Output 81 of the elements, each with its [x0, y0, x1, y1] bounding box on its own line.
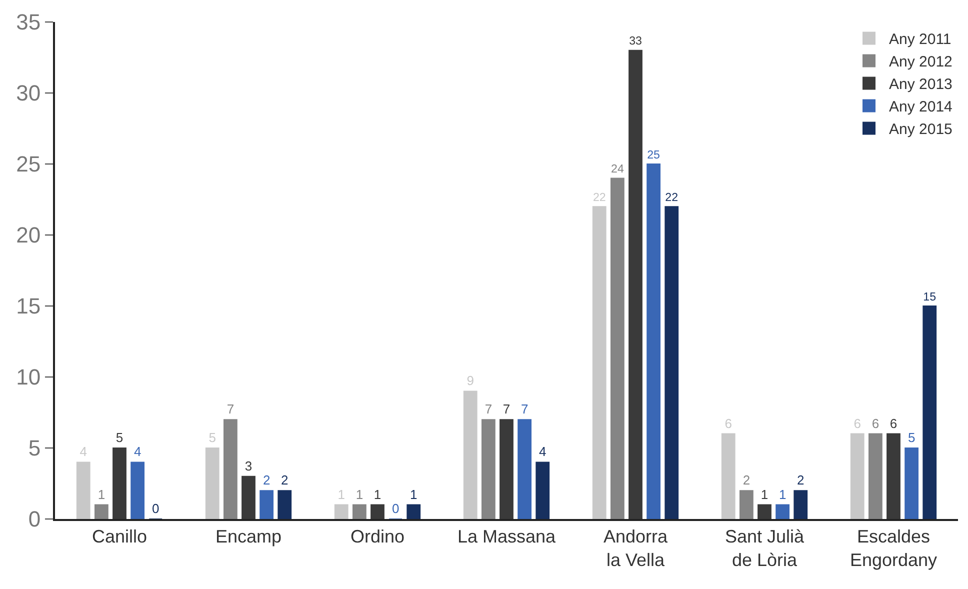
bar [481, 419, 496, 519]
bar [922, 306, 937, 519]
data-label: 33 [629, 36, 642, 48]
data-label: 3 [244, 458, 252, 474]
x-tick-label: Ordino [350, 526, 405, 547]
bar [664, 206, 679, 519]
bar [463, 390, 478, 519]
bar [794, 490, 808, 519]
bar [628, 50, 642, 519]
y-tick-label: 15 [16, 294, 41, 319]
data-label: 2 [281, 472, 288, 488]
bar [278, 490, 292, 519]
bar [536, 462, 550, 519]
bar [112, 448, 126, 519]
bar [868, 433, 882, 519]
data-label: 1 [760, 486, 768, 502]
bar [721, 433, 736, 519]
data-label: 7 [520, 402, 528, 417]
data-label: 2 [262, 472, 270, 488]
data-label: 1 [98, 486, 106, 502]
bar [76, 462, 90, 519]
legend-label: Any 2015 [889, 121, 952, 138]
data-label: 22 [665, 192, 678, 204]
bar [94, 504, 108, 519]
y-tick-label: 5 [28, 436, 41, 461]
data-label: 0 [392, 501, 400, 516]
bar [223, 419, 238, 519]
bar [904, 448, 919, 519]
x-tick-label: Andorra la Vella [603, 526, 669, 570]
bar [370, 504, 384, 519]
bar [518, 419, 532, 519]
bar [739, 490, 754, 519]
bar [205, 448, 220, 519]
y-tick-label: 35 [16, 10, 41, 35]
x-tick-label: Canillo [92, 526, 148, 547]
data-label: 1 [356, 486, 364, 502]
data-label: 15 [923, 291, 936, 304]
legend-label: Any 2012 [889, 54, 952, 71]
bar [592, 206, 606, 519]
y-tick-label: 25 [16, 152, 41, 177]
data-label: 0 [152, 501, 160, 516]
bar [610, 178, 624, 519]
bar [406, 504, 421, 519]
data-label: 5 [908, 430, 916, 445]
bar [776, 504, 790, 519]
x-tick-label: Encamp [215, 526, 282, 547]
x-tick-label: La Massana [457, 526, 557, 547]
bar [758, 504, 772, 519]
bar [130, 462, 145, 519]
data-label: 1 [410, 486, 418, 502]
bar [242, 476, 256, 519]
legend-label: Any 2013 [889, 76, 952, 94]
data-label: 6 [872, 416, 880, 431]
data-label: 4 [539, 444, 546, 460]
legend-label: Any 2011 [889, 31, 952, 48]
data-label: 25 [647, 149, 660, 162]
x-tick-label: Escaldes Engordany [850, 526, 938, 570]
data-label: 4 [134, 444, 142, 460]
y-tick-label: 10 [16, 364, 41, 390]
bar [334, 504, 348, 519]
data-label: 7 [502, 402, 510, 417]
bar [352, 504, 366, 519]
x-tick-label: Sant Julià de Lòria [724, 526, 806, 570]
bar [886, 433, 900, 519]
bar [646, 164, 661, 519]
y-tick-label: 30 [16, 80, 41, 106]
data-label: 5 [116, 430, 124, 445]
data-label: 1 [374, 486, 382, 502]
y-tick-label: 0 [28, 506, 41, 532]
data-label: 7 [484, 402, 492, 417]
y-tick-label: 20 [16, 222, 41, 248]
data-label: 7 [226, 402, 234, 417]
data-label: 24 [610, 164, 624, 176]
data-label: 2 [797, 472, 804, 488]
legend-label: Any 2014 [889, 98, 952, 116]
data-label: 6 [890, 416, 898, 431]
data-label: 2 [742, 472, 750, 488]
bar [260, 490, 274, 519]
bar [850, 433, 864, 519]
bar [500, 419, 514, 519]
data-label: 1 [778, 486, 786, 502]
